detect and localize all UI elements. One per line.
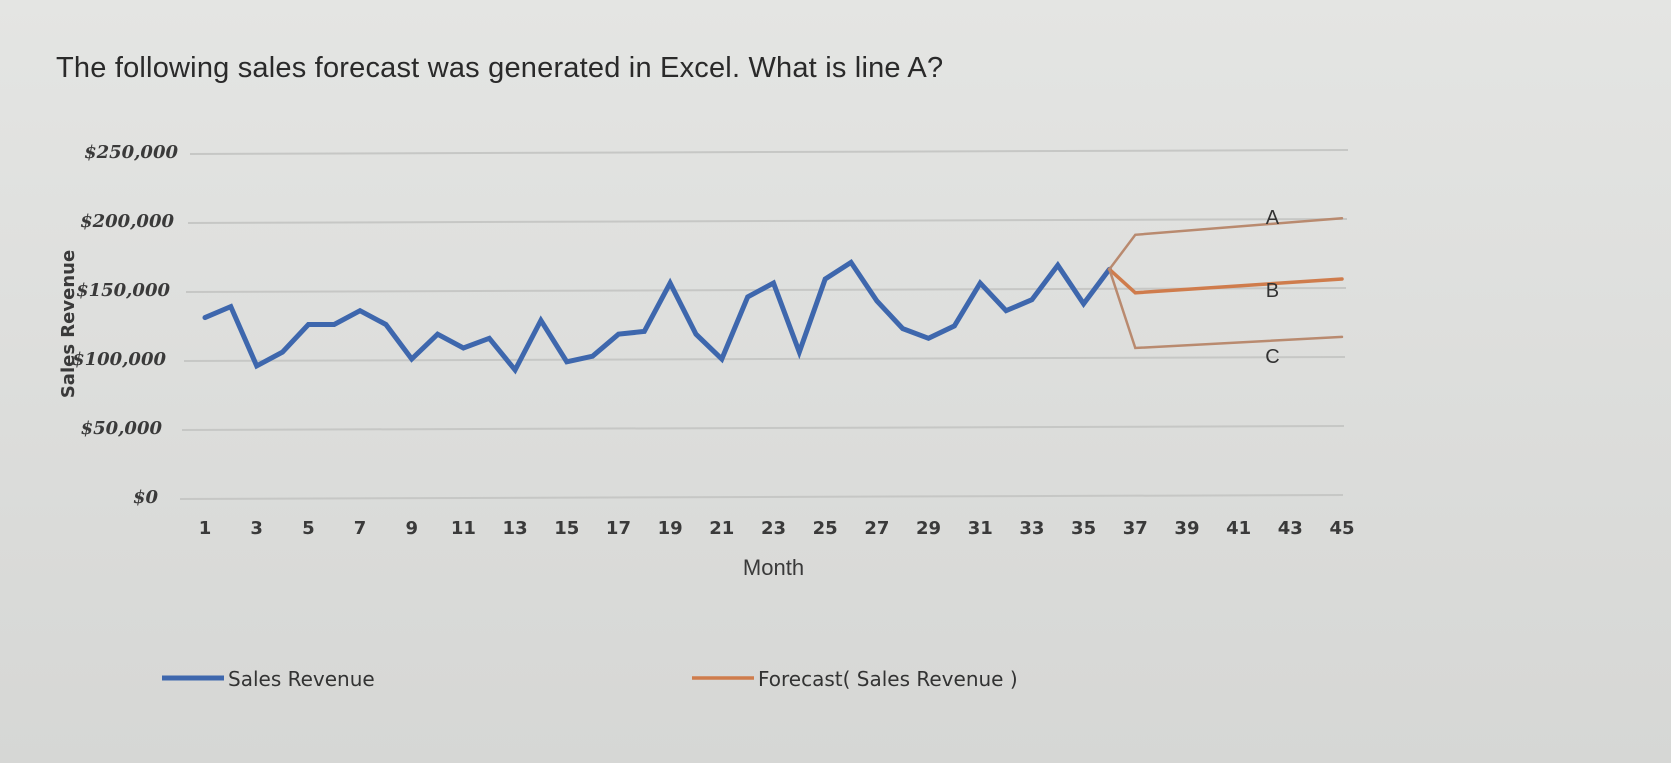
x-tick-label: 17 — [606, 518, 631, 539]
series-line — [1108, 268, 1344, 350]
series-line — [202, 258, 1112, 375]
x-tick-label: 19 — [658, 518, 683, 539]
legend-label: Forecast( Sales Revenue ) — [758, 667, 1018, 691]
x-tick-label: 3 — [250, 518, 263, 539]
gridline — [181, 425, 1345, 431]
x-tick-label: 7 — [354, 518, 367, 539]
gridline — [185, 287, 1347, 293]
x-tick-label: 37 — [1123, 518, 1148, 539]
x-tick-label: 35 — [1071, 518, 1096, 539]
y-tick-label: $100,000 — [72, 349, 166, 370]
x-tick-label: 9 — [405, 518, 418, 539]
x-axis-label: Month — [743, 555, 804, 580]
line-annotation: B — [1266, 280, 1279, 302]
x-tick-label: 39 — [1174, 518, 1199, 539]
x-tick-label: 5 — [302, 518, 315, 539]
gridline — [179, 494, 1344, 500]
series-line — [1107, 267, 1344, 295]
x-tick-label: 45 — [1329, 518, 1354, 539]
line-annotation: A — [1266, 207, 1280, 229]
x-tick-label: 41 — [1226, 518, 1251, 539]
gridline — [183, 356, 1346, 362]
x-tick-label: 31 — [968, 518, 993, 539]
series-line — [1108, 216, 1344, 271]
x-tick-label: 15 — [554, 518, 579, 539]
series-lines — [202, 216, 1344, 375]
gridline — [187, 218, 1348, 224]
gridline — [189, 149, 1349, 155]
y-tick-label: $150,000 — [76, 280, 170, 301]
x-tick-label: 25 — [813, 518, 838, 539]
y-tick-label: $50,000 — [81, 418, 163, 439]
x-tick-label: 27 — [864, 518, 889, 539]
x-tick-label: 11 — [451, 518, 476, 539]
x-tick-label: 13 — [503, 518, 528, 539]
y-axis-ticks: $0 $50,000 $100,000 $150,000 $200,000 $250,00… — [72, 142, 178, 508]
y-tick-label: $250,000 — [84, 142, 178, 163]
legend-label: Sales Revenue — [228, 667, 375, 691]
y-tick-label: $200,000 — [80, 211, 174, 232]
x-tick-label: 1 — [199, 518, 212, 539]
y-tick-label: $0 — [133, 487, 159, 508]
y-axis-label: Sales Revenue — [58, 250, 79, 398]
x-tick-label: 29 — [916, 518, 941, 539]
x-tick-label: 43 — [1278, 518, 1303, 539]
legend: Sales Revenue Forecast( Sales Revenue ) — [162, 667, 1018, 691]
gridlines — [179, 149, 1349, 500]
x-axis-ticks: 1 3 5 7 9 11 13 15 17 19 21 23 25 27 29 31 33 35 37 39 41 43 4… — [199, 518, 1355, 539]
x-tick-label: 23 — [761, 518, 786, 539]
x-tick-label: 21 — [709, 518, 734, 539]
x-tick-label: 33 — [1019, 518, 1044, 539]
question-text: The following sales forecast was generat… — [56, 52, 944, 84]
line-annotation: C — [1265, 346, 1279, 368]
line-annotations: A B C — [1265, 207, 1280, 368]
